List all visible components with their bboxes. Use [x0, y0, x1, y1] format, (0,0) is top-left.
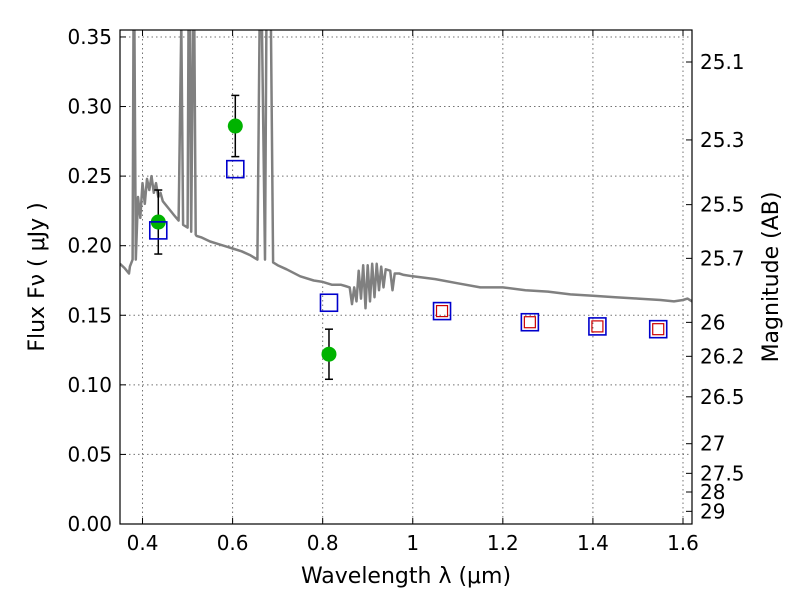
model-photometry-square	[226, 159, 245, 179]
ir-photometry-square	[652, 323, 665, 336]
y-axis-label: Flux Fν ( μJy )	[25, 202, 50, 351]
x-tick-label: 1.4	[577, 531, 609, 555]
x-tick-label: 0.6	[217, 531, 249, 555]
y2-tick-label: 29	[700, 499, 725, 523]
plot-area	[120, 30, 692, 381]
x-axis-label: Wavelength λ (μm)	[301, 564, 511, 589]
y2-tick-label: 28	[700, 480, 725, 504]
ir-photometry-square	[591, 320, 604, 333]
y2-tick-label: 26.2	[700, 344, 745, 368]
y-tick-label: 0.05	[67, 442, 112, 466]
model-photometry-square	[520, 312, 540, 332]
y2-tick-label: 25.1	[700, 50, 745, 74]
model-photometry-square	[588, 317, 607, 336]
model-photometry-square	[148, 221, 168, 240]
axes: 0.4 0.6 0.8 1 1.2 1.4 1.6 0.00 0.05 0.10 0.15 0.20 0…	[67, 25, 744, 555]
model-spectrum-line	[120, 30, 692, 310]
ir-photometry-square	[435, 304, 449, 318]
y2-axis-label: Magnitude (AB)	[759, 192, 784, 363]
model-photometry-square	[432, 301, 452, 321]
x-tick-label: 1.2	[487, 531, 519, 555]
y2-tick-label: 27	[700, 432, 725, 456]
x-tick-label: 1.6	[667, 531, 699, 555]
y-tick-label: 0.20	[67, 234, 112, 258]
ir-photometry-square	[523, 316, 536, 329]
y-tick-label: 0.25	[67, 164, 112, 188]
y2-tick-label: 25.7	[700, 246, 745, 270]
observed-point	[321, 346, 337, 362]
x-tick-label: 0.4	[127, 531, 159, 555]
y-tick-label: 0.35	[67, 25, 112, 49]
y-tick-label: 0.00	[67, 512, 112, 536]
model-photometry-square	[648, 319, 668, 339]
x-tick-label: 1	[406, 531, 419, 555]
plot-frame	[119, 29, 693, 525]
grid-lines	[120, 30, 692, 525]
y-tick-label: 0.30	[67, 95, 112, 119]
y-tick-label: 0.10	[67, 373, 112, 397]
model-photometry-square	[319, 293, 339, 313]
y2-tick-label: 26	[700, 310, 725, 334]
y2-tick-label: 27.5	[700, 461, 745, 485]
observed-point	[227, 118, 243, 134]
x-tick-label: 0.8	[307, 531, 339, 555]
y2-tick-label: 26.5	[700, 385, 745, 409]
y2-tick-label: 25.5	[700, 193, 745, 217]
y-tick-label: 0.15	[67, 303, 112, 327]
y2-tick-label: 25.3	[700, 128, 745, 152]
